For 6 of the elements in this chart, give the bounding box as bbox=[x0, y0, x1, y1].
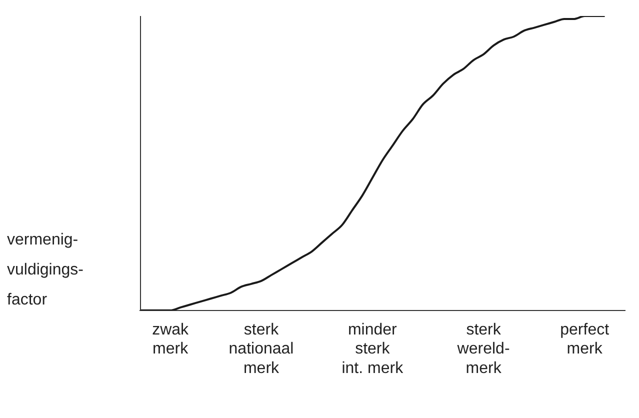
x-tick-label: zwak merk bbox=[152, 321, 190, 358]
x-tick-label: sterk wereld- merk bbox=[456, 321, 510, 377]
x-tick-label: perfect merk bbox=[560, 321, 610, 358]
x-tick-label: sterk nationaal merk bbox=[228, 321, 294, 377]
x-tick-label: minder sterk int. merk bbox=[342, 321, 404, 377]
y-axis-title: vermenig- vuldigings- factor bbox=[7, 231, 84, 308]
